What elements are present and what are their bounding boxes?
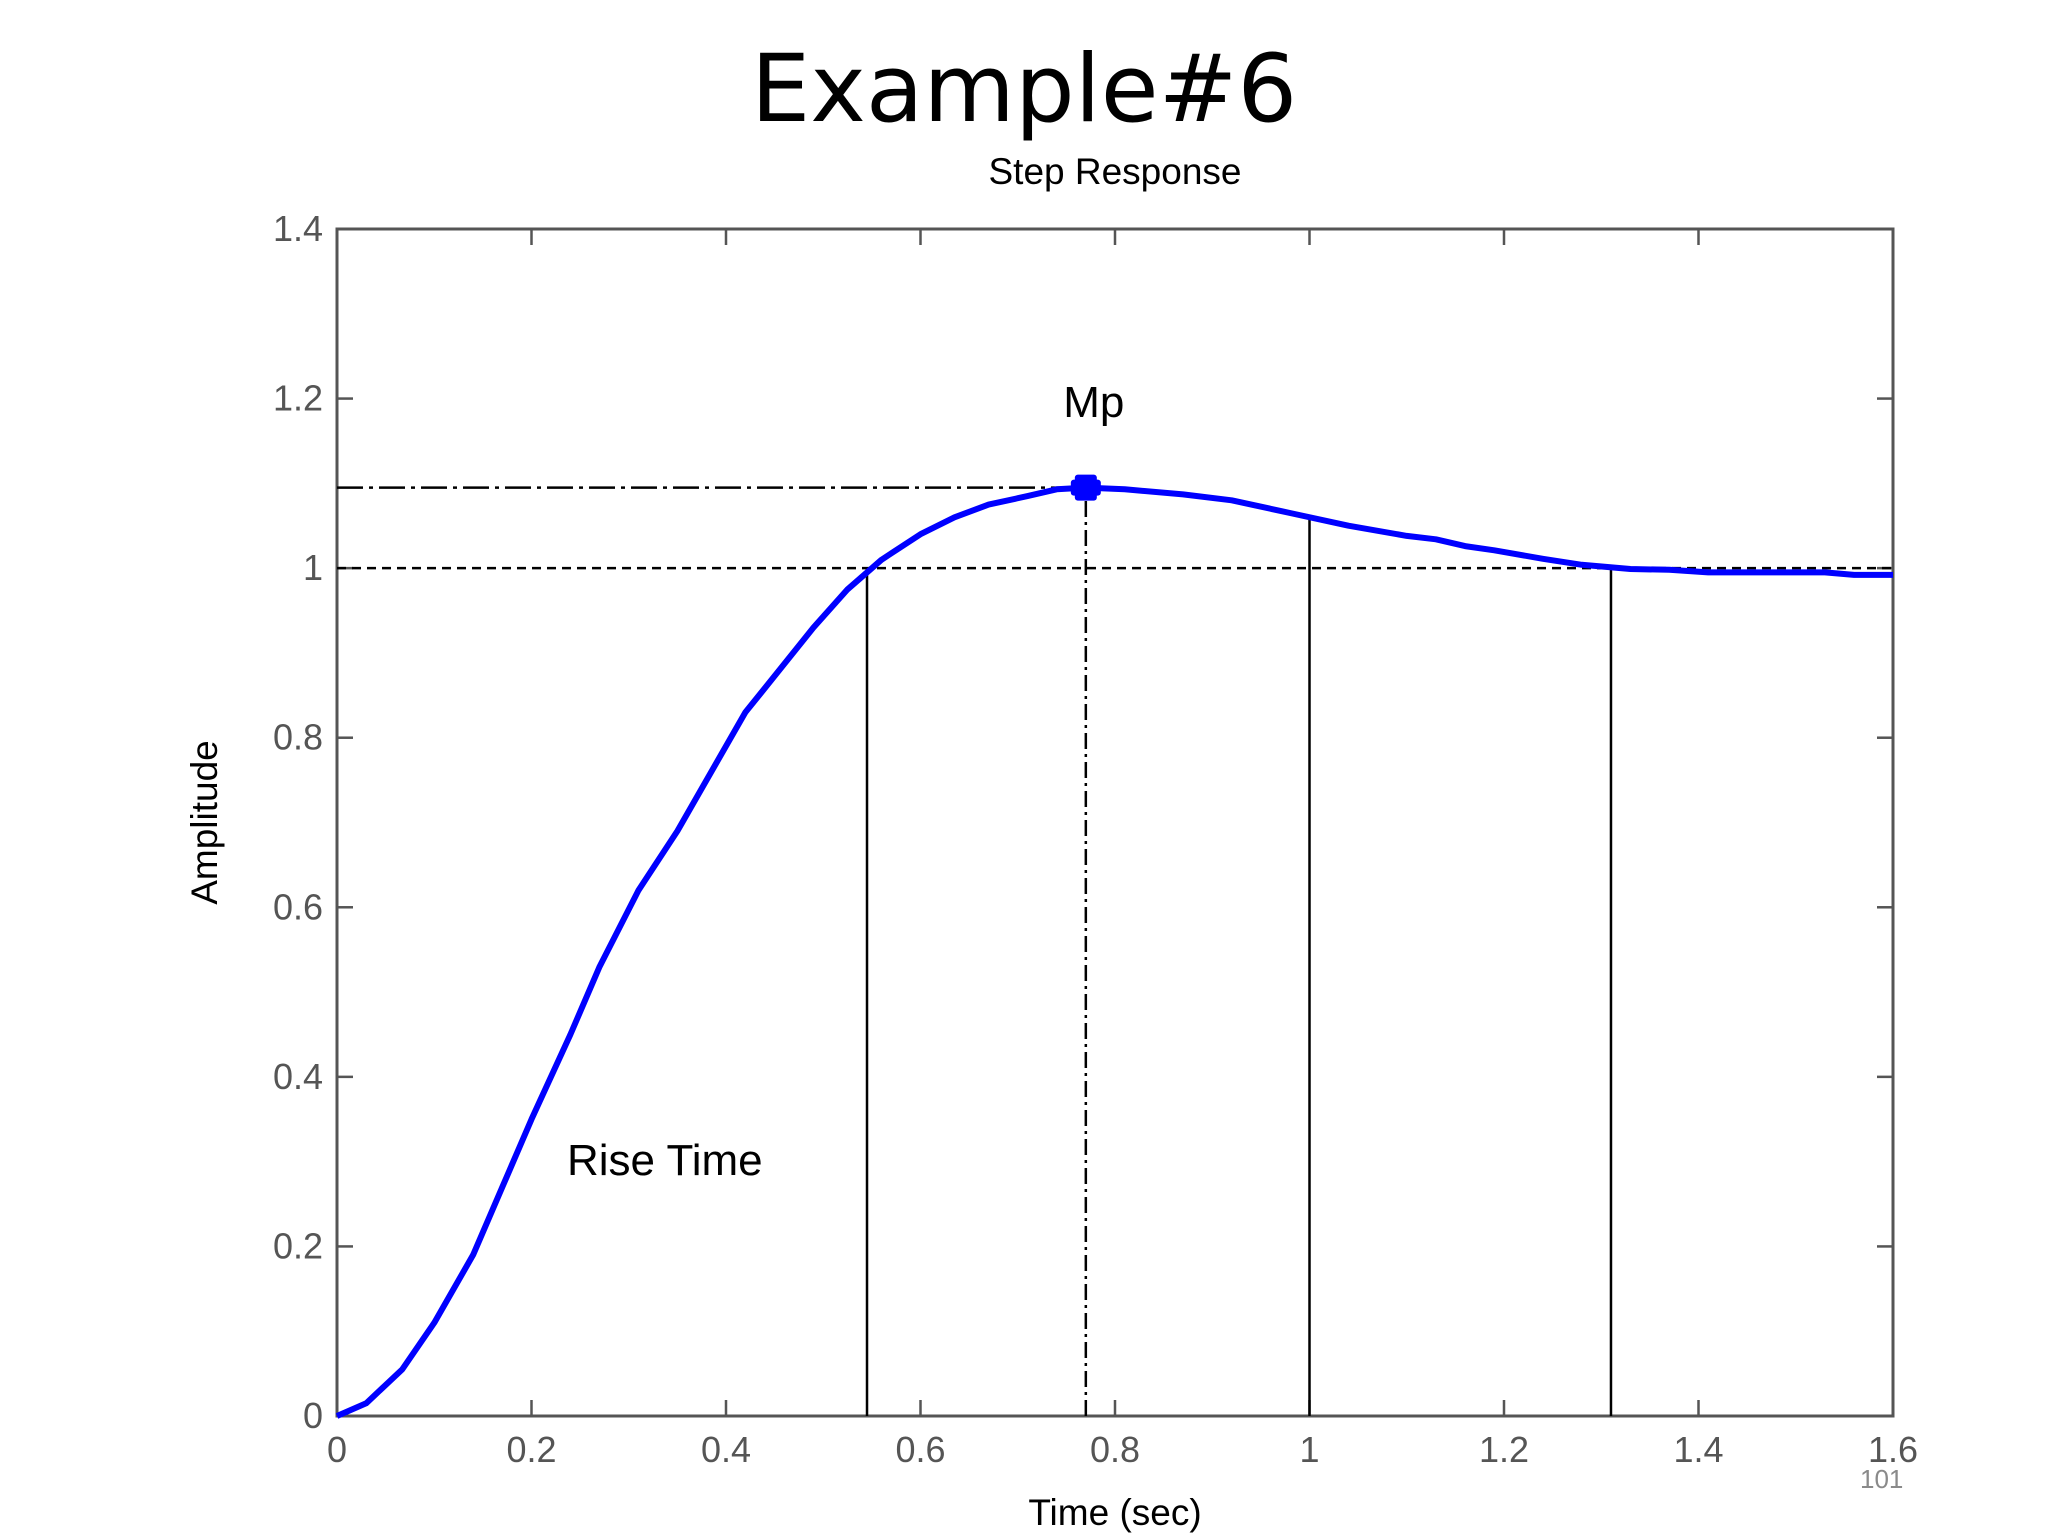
- x-tick-label: 1.6: [1868, 1429, 1918, 1470]
- reference-lines: [337, 486, 1893, 1416]
- y-tick-label: 0: [303, 1395, 323, 1436]
- x-tick-label: 1: [1299, 1429, 1319, 1470]
- page-number: 101: [1860, 1464, 1904, 1494]
- x-tick-label: 0.4: [701, 1429, 751, 1470]
- y-tick-label: 0.8: [273, 717, 323, 758]
- chart-labels: Step Response Time (sec) Amplitude Mp Rise T…: [184, 151, 1242, 1533]
- y-tick-label: 1: [303, 547, 323, 588]
- peak-marker-cross: [1070, 479, 1101, 496]
- rise-time-annotation: Rise Time: [567, 1136, 763, 1185]
- axis-ticks: 0 0.2 0.4 0.6 0.8 1 1.2 1.4 1.6 0 0.2 0.4 0.6 0.8 1 1.2…: [273, 208, 1918, 1470]
- y-tick-label: 1.4: [273, 208, 323, 249]
- y-tick-label: 0.4: [273, 1056, 323, 1097]
- step-response-line: [335, 484, 1893, 1419]
- x-axis-label: Time (sec): [1028, 1492, 1201, 1533]
- series-group: [335, 474, 1893, 1419]
- x-tick-label: 1.4: [1673, 1429, 1723, 1470]
- x-tick-label: 0.8: [1090, 1429, 1140, 1470]
- y-tick-label: 0.2: [273, 1225, 323, 1266]
- y-axis-label: Amplitude: [184, 740, 225, 905]
- x-tick-label: 0.2: [506, 1429, 556, 1470]
- y-tick-label: 1.2: [273, 378, 323, 419]
- y-tick-label: 0.6: [273, 886, 323, 927]
- slide-title: Example#6: [750, 35, 1298, 144]
- x-tick-label: 0.6: [895, 1429, 945, 1470]
- x-tick-label: 0: [327, 1429, 347, 1470]
- chart-title: Step Response: [988, 151, 1241, 192]
- peak-annotation: Mp: [1063, 378, 1124, 427]
- x-tick-label: 1.2: [1479, 1429, 1529, 1470]
